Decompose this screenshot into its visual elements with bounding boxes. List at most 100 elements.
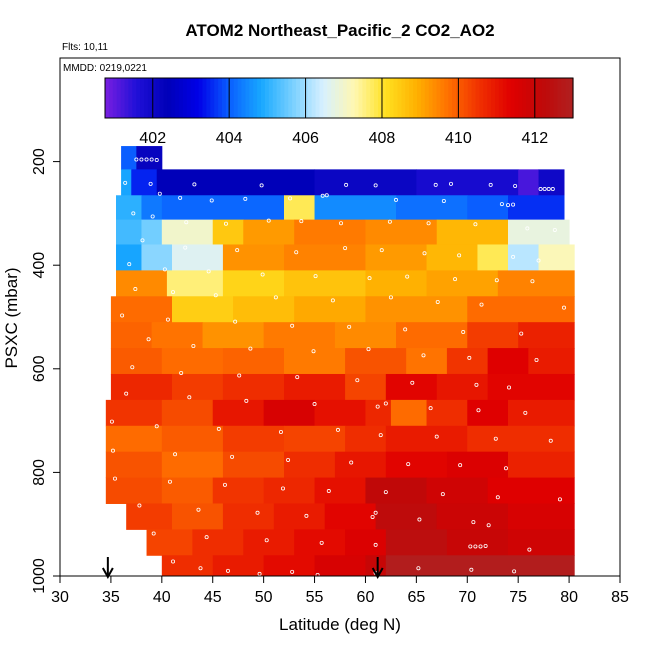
heat-cell [116,195,142,221]
heat-cell [161,348,224,375]
sample-point [339,221,344,226]
heat-cell [284,270,366,297]
colorbar-tick-label: 410 [445,130,472,147]
colorbar-swatch [487,78,492,118]
sample-point [259,183,264,188]
sample-point [255,510,260,515]
sample-point [313,274,318,279]
colorbar-swatch [342,78,348,118]
sample-point [393,197,398,202]
colorbar-swatch [327,78,332,118]
x-tick-label: 60 [357,589,375,606]
sample-point [178,195,183,200]
heat-cell [263,555,316,577]
sample-point [335,427,340,432]
colorbar-swatch [140,78,145,118]
sample-point [109,419,114,424]
sample-point [137,503,142,508]
sample-point [183,245,188,250]
colorbar-swatch [549,78,555,118]
colorbar-swatch [253,78,258,118]
colorbar-swatch [537,78,543,118]
heat-cell [222,425,285,453]
chart-title: ATOM2 Northeast_Pacific_2 CO2_AO2 [185,21,494,40]
colorbar-swatch [366,78,371,118]
sample-point [379,248,384,253]
heat-cell [263,399,316,427]
colorbar-swatch [292,78,297,118]
sample-point [479,302,484,307]
sample-point [421,353,426,358]
sample-point [347,324,352,329]
heat-cell [116,244,142,271]
colorbar-swatch [268,78,274,118]
sample-point [367,276,372,281]
heat-cell [284,244,366,271]
colorbar-swatch [186,78,192,118]
heat-cell [487,348,529,375]
sample-point [295,375,300,380]
heat-cell [161,219,214,245]
x-tick-label: 70 [458,589,476,606]
colorbar-swatch [471,78,477,118]
sample-point [154,158,159,163]
sample-point [157,191,162,196]
heat-cell [497,270,575,297]
heat-cell [385,425,468,453]
colorbar-swatch [463,78,469,118]
sample-point [196,507,201,512]
heat-cell [172,503,224,530]
heat-cell [105,477,163,504]
colorbar-swatch [467,78,473,118]
heat-cell [487,477,575,504]
sample-point [422,251,427,256]
sample-point [144,157,149,162]
colorbar-swatch [510,78,516,118]
sample-point [373,183,378,188]
heat-cell [390,399,428,427]
heat-cell [284,373,346,401]
sample-point [488,182,493,187]
sample-point [130,365,135,370]
heatmap-rows [105,146,575,577]
sample-point [546,187,551,192]
sample-point [473,222,478,227]
colorbar-swatch [225,78,231,118]
heat-cell [314,477,366,504]
sample-point [223,221,228,226]
colorbar-swatch [354,78,360,118]
heat-cell [538,169,565,196]
sample-point [387,219,392,224]
heat-cell [436,373,489,401]
colorbar-swatch [424,78,430,118]
sample-point [330,298,335,303]
flights-label: Flts: 10,11 [62,42,108,53]
colorbar-swatch [514,78,519,118]
sample-point [344,182,349,187]
colorbar-swatch [222,78,227,118]
colorbar-tick-label: 402 [139,130,166,147]
sample-point [378,433,383,438]
colorbar-swatch [420,78,426,118]
sample-point [426,221,431,226]
colorbar-tick-label: 404 [216,130,243,147]
sample-point [146,337,151,342]
heat-cell [467,322,519,349]
sample-point [557,497,562,502]
colorbar-swatch [346,78,352,118]
colorbar-swatch [405,78,410,118]
heat-cell [508,195,565,221]
colorbar-swatch [350,78,356,118]
sample-point [311,349,316,354]
colorbar-swatch [413,78,418,118]
sample-point [530,279,535,284]
heat-cell [446,348,489,375]
sample-point [222,482,227,487]
colorbar-swatch [401,78,406,118]
heat-cell [365,270,428,297]
heat-cell [345,348,407,375]
sample-point [151,531,156,536]
sample-point [373,542,378,547]
sample-point [273,295,278,300]
colorbar-swatch [147,78,153,118]
